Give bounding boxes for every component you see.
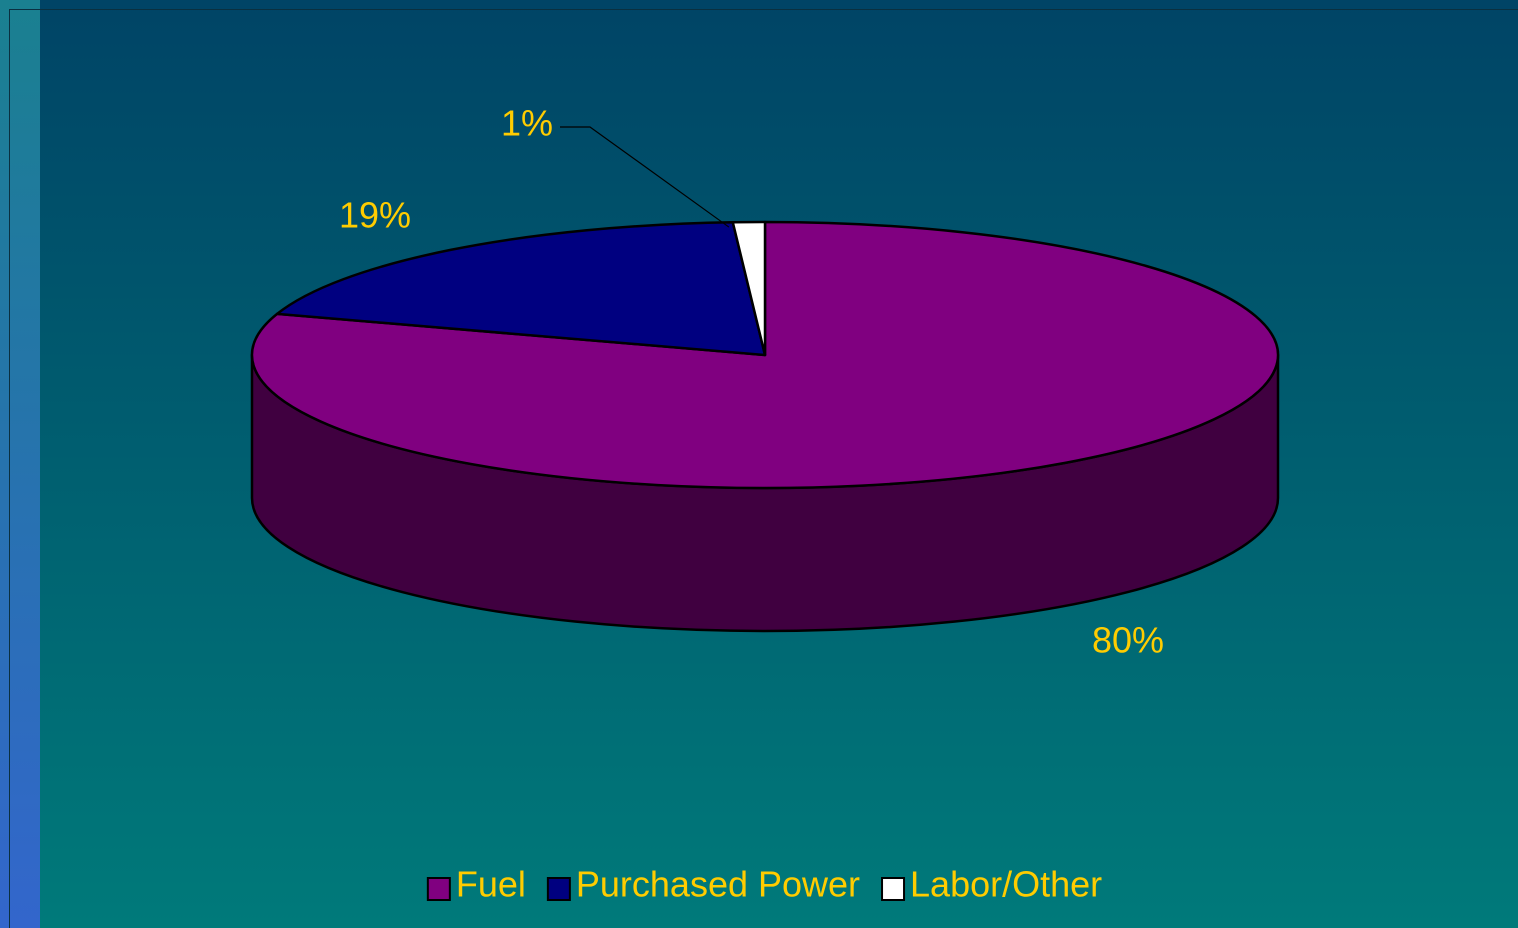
legend-swatch: [426, 877, 451, 901]
frame: [9, 9, 1518, 928]
legend-swatch: [881, 877, 906, 901]
data-label: 19%: [339, 195, 411, 236]
legend-swatch: [546, 877, 571, 901]
leader-line: [560, 126, 730, 228]
legend: Fuel Purchased Power Labor/Other: [426, 864, 1102, 905]
pie-slice: [731, 220, 767, 357]
legend-label: Purchased Power: [576, 864, 860, 905]
side-strip: [0, 0, 40, 928]
data-label: 1%: [501, 103, 553, 144]
pie: 80% 19% 1%: [250, 103, 1280, 661]
legend-label: Labor/Other: [910, 864, 1102, 905]
pie-slice: [275, 221, 767, 357]
data-label: 80%: [1092, 620, 1164, 661]
legend-label: Fuel: [456, 864, 526, 905]
